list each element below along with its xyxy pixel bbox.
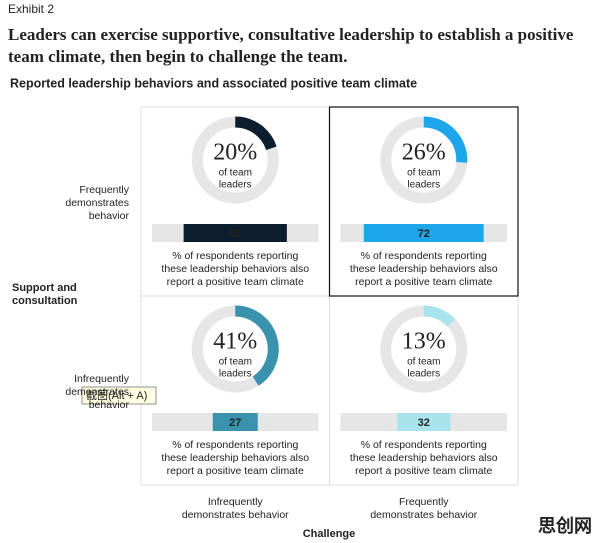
row-label: demonstrates xyxy=(65,197,129,209)
x-axis-label: Challenge xyxy=(303,528,356,540)
bar-caption: these leadership behaviors also xyxy=(350,263,498,275)
matrix xyxy=(140,106,519,486)
bar xyxy=(212,413,258,431)
y-axis-label: consultation xyxy=(12,295,78,307)
bar-caption: % of respondents reporting xyxy=(361,439,487,451)
bar-caption: % of respondents reporting xyxy=(172,439,298,451)
donut-caption: leaders xyxy=(219,180,252,191)
column-label: demonstrates behavior xyxy=(182,509,289,521)
bar xyxy=(363,224,484,242)
donut-arc xyxy=(423,305,456,327)
bar xyxy=(183,224,287,242)
bar-caption: these leadership behaviors also xyxy=(161,452,309,464)
donut-value: 20% xyxy=(213,140,257,166)
bar xyxy=(397,413,451,431)
title-line: Leaders can exercise supportive, consult… xyxy=(8,25,574,44)
bar-caption: report a positive team climate xyxy=(167,465,304,477)
row-label: Frequently xyxy=(79,184,129,196)
tooltip: 截图(Alt + A) xyxy=(81,386,157,405)
y-axis-label: Support and xyxy=(12,282,77,294)
tooltip-box xyxy=(81,386,157,405)
bar-caption: % of respondents reporting xyxy=(361,250,487,262)
donut-caption: of team xyxy=(407,357,440,368)
bar-caption: report a positive team climate xyxy=(167,276,304,288)
donut-value: 26% xyxy=(402,140,446,166)
bar-caption: these leadership behaviors also xyxy=(350,452,498,464)
bar-value: 62 xyxy=(229,228,241,240)
exhibit-label: Exhibit 2 xyxy=(8,2,54,16)
bar-value: 32 xyxy=(418,417,430,429)
donut-arc xyxy=(234,305,279,386)
donut-caption: leaders xyxy=(407,369,440,380)
row-label: Infrequently xyxy=(74,373,130,385)
column-label: Frequently xyxy=(399,496,449,508)
donut-caption: of team xyxy=(219,168,252,179)
bar-value: 27 xyxy=(229,417,241,429)
title-line: team climate, then begin to challenge th… xyxy=(8,47,347,66)
bar-caption: report a positive team climate xyxy=(355,465,492,477)
bar-caption: report a positive team climate xyxy=(355,276,492,288)
watermark: 思创网 xyxy=(538,515,592,536)
bar-caption: these leadership behaviors also xyxy=(161,263,309,275)
row-label: demonstrates xyxy=(65,386,129,398)
row-label: behavior xyxy=(89,399,130,411)
column-label: Infrequently xyxy=(208,496,264,508)
row-label: behavior xyxy=(89,210,130,222)
donut-caption: of team xyxy=(407,168,440,179)
bar-value: 72 xyxy=(418,228,430,240)
column-label: demonstrates behavior xyxy=(370,509,477,521)
donut-caption: leaders xyxy=(407,180,440,191)
tooltip-text: 截图(Alt + A) xyxy=(86,388,147,402)
donut-value: 13% xyxy=(402,329,446,355)
subtitle: Reported leadership behaviors and associ… xyxy=(10,76,417,90)
highlight-border xyxy=(328,106,519,297)
donut-arc xyxy=(423,116,468,163)
bar-caption: % of respondents reporting xyxy=(172,250,298,262)
donut-value: 41% xyxy=(213,329,257,355)
donut-caption: of team xyxy=(219,357,252,368)
donut-arc xyxy=(234,116,277,151)
donut-caption: leaders xyxy=(219,369,252,380)
